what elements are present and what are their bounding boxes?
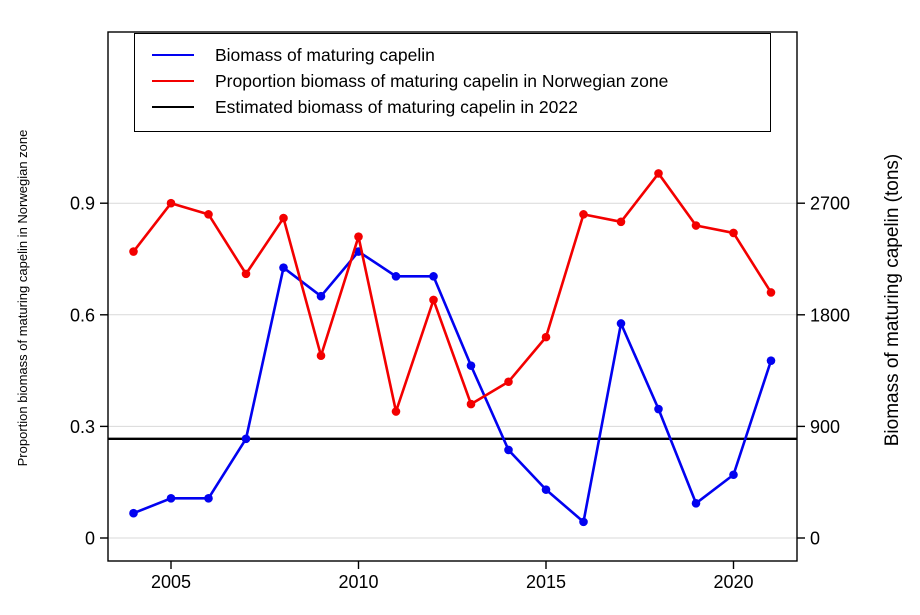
data-point <box>316 291 326 301</box>
data-point <box>729 470 738 480</box>
y-tick-label-right: 2700 <box>810 194 850 214</box>
x-tick-label: 2005 <box>151 572 191 592</box>
data-point <box>654 404 663 414</box>
data-point <box>579 210 588 219</box>
data-point <box>241 269 251 279</box>
legend-label: Biomass of maturing capelin <box>215 44 435 65</box>
data-point <box>391 407 401 416</box>
legend-line-blue-icon <box>152 54 194 56</box>
series-line <box>132 172 773 413</box>
data-point <box>504 377 513 387</box>
data-point <box>241 434 251 444</box>
data-point <box>279 213 288 223</box>
legend-item-biomass: Biomass of maturing capelin <box>135 42 770 68</box>
data-point <box>466 399 476 409</box>
legend-line-black-icon <box>152 106 194 108</box>
y-tick-label-left: 0.6 <box>70 305 95 325</box>
data-point <box>691 221 701 230</box>
data-point <box>541 332 551 342</box>
right-axis-title: Biomass of maturing capelin (tons) <box>882 153 903 447</box>
data-point <box>616 319 626 328</box>
data-point <box>579 517 588 527</box>
left-axis-title: Proportion biomass of maturing capelin i… <box>15 129 30 467</box>
series-line <box>133 250 773 524</box>
data-point <box>729 228 738 238</box>
data-point <box>391 272 401 281</box>
data-point <box>541 485 551 494</box>
data-point <box>166 198 176 208</box>
y-tick-label-left: 0.9 <box>70 194 95 214</box>
legend-line-red-icon <box>152 80 194 82</box>
data-point <box>691 498 701 508</box>
data-point <box>766 288 776 297</box>
legend-item-proportion: Proportion biomass of maturing capelin i… <box>135 68 770 94</box>
x-tick-label: 2010 <box>338 572 378 592</box>
y-tick-label-left: 0 <box>85 529 95 549</box>
y-tick-label-right: 900 <box>810 417 840 437</box>
data-point <box>654 169 663 178</box>
plot-border <box>107 31 798 562</box>
data-point <box>504 445 513 455</box>
x-tick-label: 2020 <box>713 572 753 592</box>
legend-label: Estimated biomass of maturing capelin in… <box>215 96 578 117</box>
data-point <box>129 508 138 518</box>
data-point <box>129 247 138 256</box>
y-tick-label-right: 1800 <box>810 305 850 325</box>
data-point <box>616 217 626 227</box>
data-point <box>279 263 288 272</box>
legend-item-estimate: Estimated biomass of maturing capelin in… <box>135 94 770 120</box>
data-point <box>354 232 363 241</box>
data-point <box>766 356 776 365</box>
legend-label: Proportion biomass of maturing capelin i… <box>215 70 669 91</box>
legend: Biomass of maturing capelin Proportion b… <box>134 33 771 132</box>
x-tick-label: 2015 <box>526 572 566 592</box>
data-point <box>429 295 438 305</box>
data-point <box>429 272 438 281</box>
data-point <box>166 494 176 503</box>
y-tick-label-left: 0.3 <box>70 417 95 437</box>
data-point <box>466 361 476 370</box>
data-point <box>204 494 213 503</box>
data-point <box>316 351 326 361</box>
data-point <box>204 210 213 219</box>
y-tick-label-right: 0 <box>810 529 820 549</box>
